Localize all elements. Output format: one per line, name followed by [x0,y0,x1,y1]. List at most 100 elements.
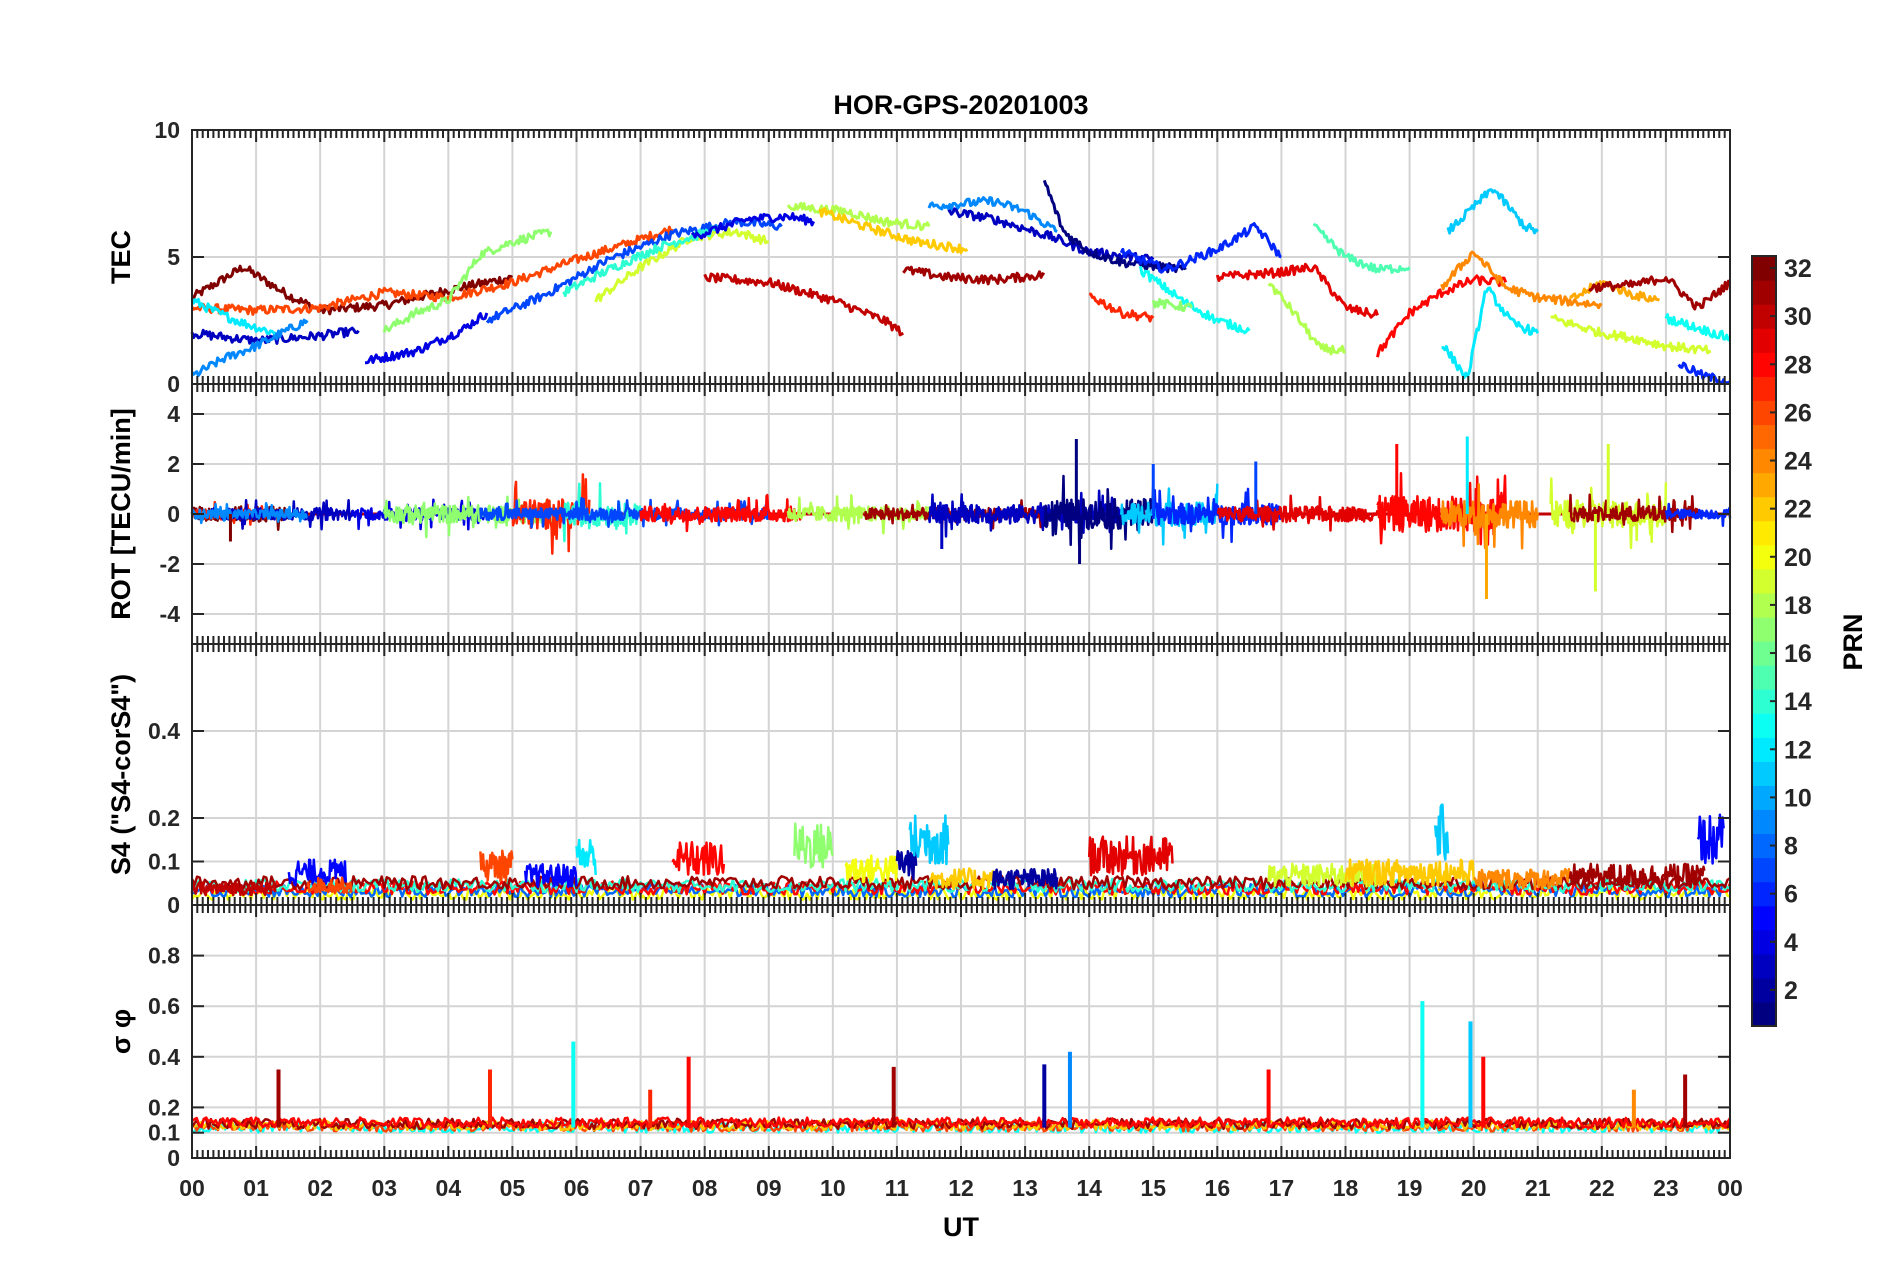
y-tick-label: 0 [167,371,180,397]
s4-burst-prn26 [306,876,353,895]
colorbar-tick-label: 6 [1784,881,1798,909]
y-tick-label: -4 [160,601,181,627]
s4-burst-prn22 [927,867,995,891]
colorbar-swatch-prn9 [1752,809,1776,835]
s4-burst-prn29 [1087,835,1174,877]
y-axis-label: TEC [106,230,136,284]
tec-series-prn13 [1664,313,1732,342]
tec-series-prn6 [1119,222,1282,274]
tec-series-prn26 [190,225,675,316]
colorbar-tick-label: 28 [1784,351,1812,379]
colorbar-tick-label: 14 [1784,688,1812,716]
x-tick-label: 10 [820,1175,846,1201]
tec-series-prn17 [1151,297,1194,313]
sigma-baseline-prn28 [191,1116,1732,1129]
s4-burst-prn2 [895,844,918,881]
x-tick-label: 12 [948,1175,974,1201]
s4-burst-prn5 [287,858,348,887]
y-tick-label: 0.8 [148,943,180,969]
tec-series-prn3 [947,207,1155,264]
s4-burst-prn24 [1473,867,1572,891]
rot-series-prn6 [1664,502,1732,528]
tec-series-prn28 [1376,274,1508,358]
colorbar-tick-label: 2 [1784,977,1798,1005]
s4-burst-prn11 [1433,803,1450,861]
colorbar-tick-label: 8 [1784,833,1798,861]
tec-series-prn17 [382,228,553,333]
colorbar-tick-label: 16 [1784,640,1812,668]
tec-series-prn19 [594,227,769,303]
tec-series-prn29 [1215,262,1379,319]
x-tick-label: 21 [1525,1175,1551,1201]
x-axis-label: UT [943,1212,979,1242]
tec-series-prn12 [1441,286,1540,380]
x-ticks [191,384,1731,644]
x-tick-label: 14 [1076,1175,1102,1201]
rot-series-prn24 [1440,483,1540,550]
colorbar-tick-label: 20 [1784,544,1812,572]
tec-series-prn31 [1588,275,1731,311]
colorbar-tick-label: 22 [1784,496,1812,524]
s4-burst-prn11 [908,814,950,866]
y-tick-label: 0.2 [148,1094,180,1120]
tec-series-prn14 [562,224,719,298]
colorbar-swatch-prn11 [1752,761,1776,786]
s4-burst-prn2 [991,867,1059,891]
colorbar-tick-label: 30 [1784,303,1812,331]
panel-data [190,179,1732,386]
s4-burst-prn12 [575,838,597,875]
y-axis-label: σ φ [106,1009,136,1054]
colorbar-swatch-prn5 [1752,905,1776,931]
colorbar-swatch-prn31 [1752,280,1776,305]
x-tick-label: 16 [1205,1175,1231,1201]
tec-series-prn27 [1088,292,1155,323]
rot-series-prn28 [639,493,802,533]
s4-burst-prn17 [793,822,834,869]
x-tick-label: 05 [500,1175,526,1201]
colorbar-swatch-prn13 [1752,713,1776,738]
tec-series-prn19 [1550,314,1712,355]
y-tick-label: 2 [167,451,180,477]
y-tick-label: 0 [167,501,180,527]
colorbar-tick-label: 24 [1784,448,1812,476]
colorbar-tick-label: 32 [1784,255,1812,283]
tec-series-prn9 [927,196,1058,233]
x-tick-label: 00 [1717,1175,1743,1201]
tec-series-prn18 [786,201,931,232]
x-ticks [191,905,1731,1158]
colorbar-swatch-prn17 [1752,616,1776,642]
x-tick-label: 01 [243,1175,269,1201]
colorbar-tick-label: 18 [1784,592,1812,620]
x-tick-label: 08 [692,1175,718,1201]
tec-series-prn30 [703,272,904,337]
colorbar-swatch-prn1 [1752,1001,1776,1027]
colorbar-swatch-prn27 [1752,376,1776,401]
tec-series-prn11 [1446,188,1539,235]
y-tick-label: 10 [154,117,180,143]
x-tick-label: 19 [1397,1175,1423,1201]
y-axis-label: S4 ("S4-corS4") [106,674,136,875]
x-tick-label: 03 [371,1175,397,1201]
x-tick-label: 20 [1461,1175,1487,1201]
panel-rot: -4 -2 0 2 4 ROT [TECU/min] [106,383,1732,645]
y-tick-label: 0.4 [148,718,180,744]
y-axis-label: ROT [TECU/min] [106,408,136,619]
rot-series-prn18 [786,494,931,535]
colorbar-tick-label: 4 [1784,929,1798,957]
y-tick-label: -2 [160,551,180,577]
s4-burst-prn22 [1344,858,1475,887]
colorbar-tick-label: 26 [1784,399,1812,427]
s4-burst-prn30 [190,881,277,897]
panel-s4: 0 0.1 0.2 0.4 S4 ("S4-corS4") [106,643,1732,918]
x-tick-label: 09 [756,1175,782,1201]
s4-baseline-prn31 [190,875,1731,891]
colorbar-tick-label: 12 [1784,736,1812,764]
x-ticks [191,644,1731,905]
tec-series-prn24 [1440,250,1603,310]
y-tick-label: 4 [167,401,180,427]
chart-title: HOR-GPS-20201003 [833,90,1088,120]
tec-series-prn12 [190,297,276,335]
x-tick-label: 11 [885,1175,910,1201]
